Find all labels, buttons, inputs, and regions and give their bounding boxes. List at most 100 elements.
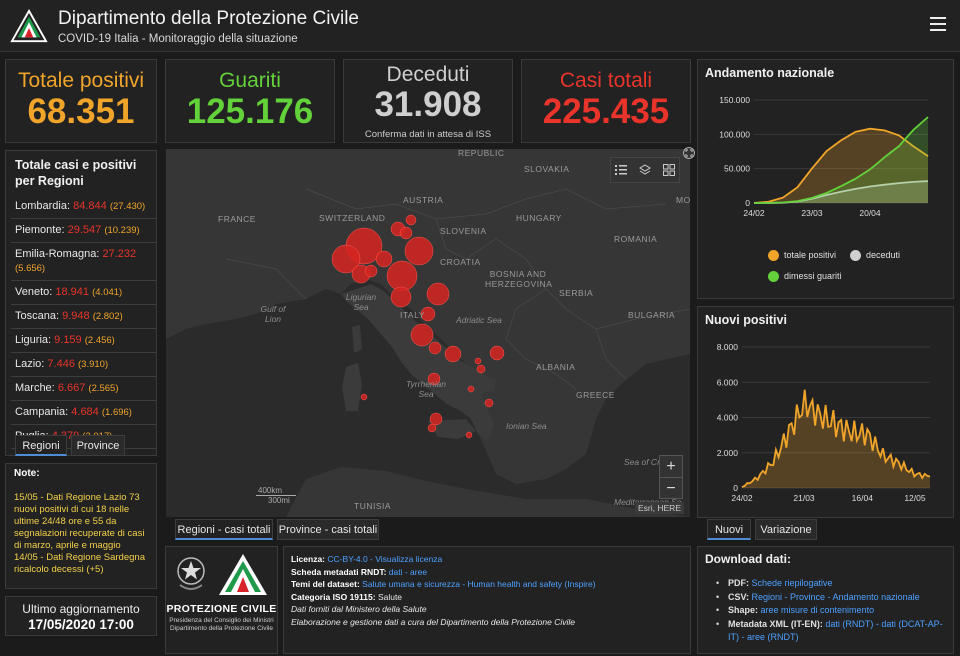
note-entry: 15/05 - Dati Regione Lazio 73 nuovi posi…	[14, 492, 145, 551]
expand-icon[interactable]	[683, 147, 695, 159]
regions-panel-title: Totale casi e positivi per Regioni	[15, 158, 137, 188]
map-label: SERBIA	[559, 288, 594, 298]
regions-list[interactable]: Lombardia: 84.844 (27.430) Piemonte: 29.5…	[11, 195, 156, 455]
app-title: Dipartimento della Protezione Civile	[58, 8, 359, 29]
basemap-gallery-icon[interactable]	[663, 164, 675, 176]
map-toolbar	[610, 157, 680, 183]
themes-link[interactable]: Salute umana e sicurezza - Human health …	[362, 579, 596, 590]
map-label: ROMANIA	[614, 234, 658, 244]
kpi-guariti: Guariti 125.176	[165, 59, 335, 143]
y-tick-label: 0	[745, 198, 750, 208]
kpi-note: Conferma dati in attesa di ISS	[364, 129, 492, 140]
tab-variazione[interactable]: Variazione	[755, 519, 817, 540]
region-name: Lazio:	[15, 358, 45, 370]
map-label: FRANCE	[218, 214, 256, 224]
y-tick-label: 100.000	[719, 129, 750, 139]
download-link[interactable]: aree misure di contenimento	[760, 605, 875, 615]
region-row[interactable]: Veneto: 18.941 (4.041)	[11, 281, 156, 305]
kpi-value: 125.176	[186, 92, 314, 131]
license-link[interactable]: CC-BY-4.0 - Visualizza licenza	[327, 554, 443, 564]
info-key: Scheda metadati RNDT:	[291, 566, 389, 577]
zoom-in-button[interactable]: +	[666, 458, 676, 475]
protezione-civile-emblem-icon	[219, 554, 267, 595]
download-item-shape: Shape: aree misure di contenimento	[716, 604, 946, 618]
map-label: GREECE	[576, 390, 615, 400]
series-line	[741, 389, 931, 488]
org-subtitle: Dipartimento della Protezione Civile	[170, 625, 273, 632]
zoom-out-button[interactable]: −	[660, 477, 682, 498]
map-label: REPUBLIC	[458, 149, 505, 158]
region-row[interactable]: Lombardia: 84.844 (27.430)	[11, 195, 156, 219]
region-positive: (2.802)	[92, 311, 123, 322]
legend-deceduti[interactable]: deceduti	[850, 250, 900, 262]
map-view[interactable]: FRANCE SWITZERLAND AUSTRIA REPUBLIC SLOV…	[166, 149, 690, 517]
legend-guariti[interactable]: dimessi guariti	[768, 271, 842, 283]
legend-dot	[768, 250, 779, 262]
scrollbar-thumb[interactable]	[156, 195, 157, 325]
info-key: Categoria ISO 19115:	[291, 591, 378, 602]
nuovi-title: Nuovi positivi	[705, 313, 787, 327]
map-label: HUNGARY	[516, 213, 562, 223]
region-name: Piemonte:	[15, 224, 65, 236]
map-label: Tyrrhenian Sea	[406, 379, 446, 399]
info-key: Temi del dataset:	[291, 579, 363, 590]
metadata-line: Scheda metadati RNDT: dati - aree	[291, 566, 683, 579]
layers-icon[interactable]	[639, 164, 651, 176]
download-link[interactable]: Schede riepilogative	[751, 578, 833, 588]
map-label: Ligurian Sea	[345, 292, 377, 312]
tab-regioni-casi-totali[interactable]: Regioni - casi totali	[175, 519, 273, 540]
x-tick-label: 16/04	[852, 493, 874, 503]
kpi-deceduti: Deceduti 31.908 Conferma dati in attesa …	[343, 59, 513, 143]
region-row[interactable]: Piemonte: 29.547 (10.239)	[11, 219, 156, 243]
scrollbar-track[interactable]	[156, 195, 157, 456]
x-tick-label: 12/05	[904, 493, 926, 503]
tab-regioni[interactable]: Regioni	[15, 435, 67, 456]
andamento-title: Andamento nazionale	[705, 66, 835, 80]
note-title: Note:	[14, 468, 40, 479]
region-total: 18.941	[55, 286, 90, 298]
series-area	[754, 117, 928, 203]
region-row[interactable]: Toscana: 9.948 (2.802)	[11, 305, 156, 329]
license-line: Licenza: CC-BY-4.0 - Visualizza licenza	[291, 553, 683, 566]
x-tick-label: 24/02	[731, 493, 753, 503]
map-attribution[interactable]: Esri, HERE	[635, 502, 684, 514]
region-row[interactable]: Marche: 6.667 (2.565)	[11, 377, 156, 401]
metadata-link[interactable]: dati - aree	[388, 566, 428, 577]
download-link[interactable]: Regioni - Province - Andamento nazionale	[751, 591, 920, 602]
region-row[interactable]: Liguria: 9.159 (2.456)	[11, 329, 156, 353]
region-total: 84.844	[73, 200, 107, 212]
legend-positivi[interactable]: totale positivi	[768, 250, 836, 262]
download-title: Download dati:	[705, 552, 791, 566]
tab-nuovi[interactable]: Nuovi	[707, 519, 751, 540]
note-panel: Note: 15/05 - Dati Regione Lazio 73 nuov…	[5, 463, 157, 589]
region-total: 27.232	[102, 248, 137, 260]
map-label: SLOVAKIA	[524, 164, 570, 174]
info-value: Salute	[377, 591, 403, 602]
region-name: Toscana:	[15, 310, 60, 322]
iso-line: Categoria ISO 19115: Salute	[291, 591, 683, 604]
y-tick-label: 0	[733, 483, 738, 493]
region-row[interactable]: Emilia-Romagna: 27.232 (5.656)	[11, 243, 156, 281]
note-text: 15/05 - Dati Regione Lazio 73 nuovi posi…	[14, 492, 154, 576]
region-positive: (3.910)	[78, 359, 109, 370]
region-positive: (4.041)	[92, 287, 123, 298]
protezione-civile-logo-icon	[10, 9, 48, 43]
download-link[interactable]: dati (RNDT) - dati (DCAT-AP-IT) - aree (…	[728, 618, 943, 643]
region-row[interactable]: Campania: 4.684 (1.696)	[11, 401, 156, 425]
download-item-csv: CSV: Regioni - Province - Andamento nazi…	[716, 591, 946, 605]
region-positive: (10.239)	[104, 225, 140, 236]
legend-list-icon[interactable]	[615, 164, 627, 176]
region-positive: (27.430)	[109, 201, 146, 212]
x-tick-label: 23/03	[801, 208, 823, 218]
map-label: Sea of Cr	[624, 457, 660, 467]
legend-label: dimessi guariti	[784, 271, 842, 281]
hamburger-menu-icon[interactable]	[930, 17, 946, 31]
app-subtitle: COVID-19 Italia - Monitoraggio della sit…	[58, 33, 298, 45]
region-row[interactable]: Lazio: 7.446 (3.910)	[11, 353, 156, 377]
tab-province[interactable]: Province	[71, 435, 125, 456]
org-subtitle: Presidenza del Consiglio dei Ministri	[169, 617, 274, 624]
download-list: PDF: Schede riepilogative CSV: Regioni -…	[716, 577, 946, 645]
x-tick-label: 20/04	[859, 208, 881, 218]
tab-province-casi-totali[interactable]: Province - casi totali	[277, 519, 379, 540]
